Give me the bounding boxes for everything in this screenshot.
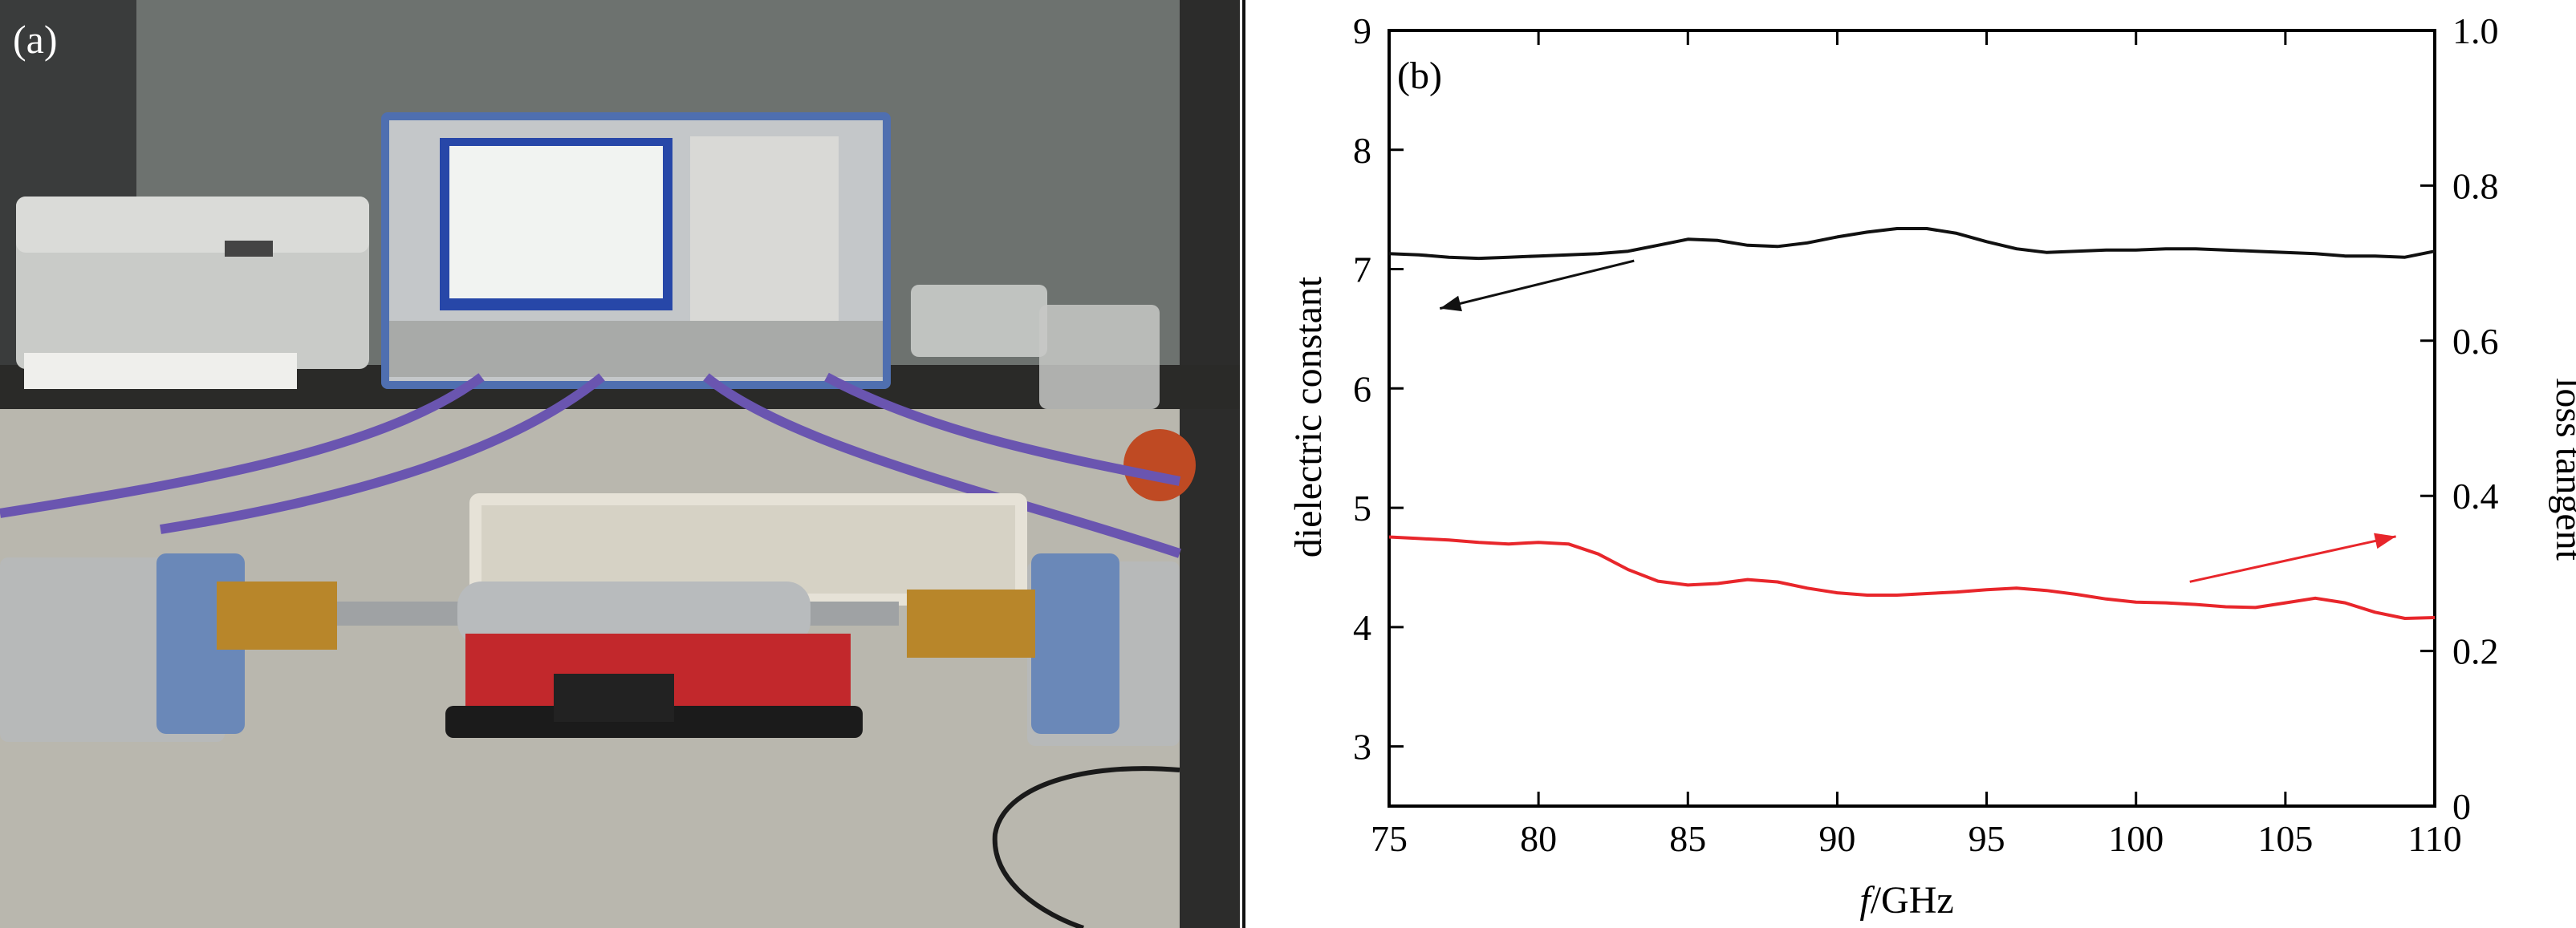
x-tick-label: 105 — [2257, 818, 2313, 859]
y-left-tick-label: 8 — [1353, 130, 1371, 171]
chart-panel-label: (b) — [1397, 55, 1442, 97]
axis-arrow-head — [2374, 533, 2396, 549]
axis-arrow-shaft — [2189, 535, 2396, 583]
storage-containers — [911, 285, 1196, 501]
y-left-tick-label: 4 — [1353, 607, 1371, 648]
plot-frame — [1388, 29, 2436, 808]
keyboard — [469, 493, 1027, 606]
x-tick-label: 100 — [2108, 818, 2164, 859]
y-left-tick-label: 7 — [1353, 249, 1371, 290]
x-tick-label: 85 — [1669, 818, 1706, 859]
y-right-tick-label: 0 — [2452, 786, 2471, 827]
power-cable — [992, 766, 1180, 928]
x-axis-label: f/GHz — [1859, 879, 1953, 922]
y-axis-right-label: loss tangent — [2548, 378, 2576, 561]
x-axis-label-unit: /GHz — [1871, 879, 1954, 922]
axis-arrow-shaft — [1439, 259, 1635, 310]
measurement-setup-photo: (a) — [0, 0, 1240, 928]
y-right-tick-label: 1.0 — [2452, 10, 2499, 51]
right-frequency-extender — [907, 553, 1180, 746]
photo-panel-label: (a) — [13, 17, 58, 62]
y-left-tick-label: 6 — [1353, 368, 1371, 409]
y-left-tick-label: 5 — [1353, 488, 1371, 529]
axis-arrow-head — [1440, 295, 1462, 312]
x-tick-label: 80 — [1520, 818, 1557, 859]
dielectric-constant-line — [1388, 227, 2436, 261]
x-tick-label: 75 — [1371, 818, 1408, 859]
x-tick-label: 95 — [1969, 818, 2005, 859]
y-right-tick-label: 0.8 — [2452, 165, 2499, 206]
y-right-tick-label: 0.6 — [2452, 321, 2499, 362]
y-right-tick-label: 0.2 — [2452, 631, 2499, 672]
left-frequency-extender — [0, 553, 337, 742]
y-left-tick-label: 9 — [1353, 10, 1371, 51]
panel-divider — [1242, 0, 1245, 928]
dielectric-chart: 75 80 85 90 95 100 105 110345678900.20.40.60.81… — [1287, 10, 2576, 922]
photo-illustration — [0, 0, 1240, 928]
x-tick-label: 90 — [1818, 818, 1855, 859]
loss-tangent-line — [1388, 535, 2436, 620]
y-right-tick-label: 0.4 — [2452, 476, 2499, 517]
waveguide-fixture — [337, 582, 899, 738]
printer — [16, 197, 369, 389]
y-axis-left-label: dielectric constant — [1287, 276, 1330, 557]
chart-panel: 75 80 85 90 95 100 105 110 3 4 5 6 7 8 9 0 0.2 0.4 0.6 0.8 1… — [1249, 0, 2576, 928]
coax-cables — [0, 372, 1181, 558]
x-tick-label: 110 — [2407, 818, 2461, 859]
network-analyzer — [381, 112, 891, 389]
y-left-tick-label: 3 — [1353, 727, 1371, 768]
